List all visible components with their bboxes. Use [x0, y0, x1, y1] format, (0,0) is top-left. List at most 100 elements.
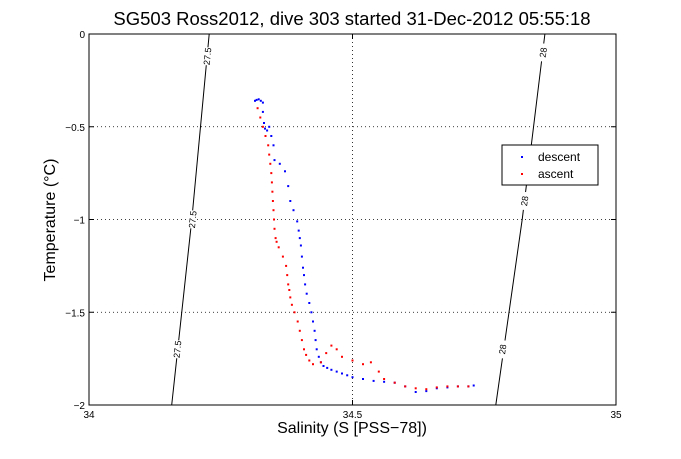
legend-marker-descent [521, 156, 523, 158]
data-point-descent [292, 209, 295, 212]
data-point-ascent [290, 303, 293, 306]
data-point-descent [304, 283, 307, 286]
isopycnal-label: 27.5 [187, 210, 199, 228]
data-point-ascent [319, 361, 322, 364]
data-point-descent [315, 348, 318, 351]
data-point-ascent [287, 283, 290, 286]
data-point-ascent [351, 359, 354, 362]
data-point-ascent [273, 218, 275, 221]
data-point-descent [308, 302, 311, 304]
data-point-descent [257, 98, 260, 101]
data-point-descent [330, 368, 333, 371]
data-point-descent [372, 379, 375, 382]
data-point-descent [278, 162, 281, 165]
data-point-descent [297, 229, 300, 232]
x-tick-label: 34 [83, 410, 95, 421]
y-axis-label: Temperature (°C) [42, 159, 59, 282]
data-point-descent [351, 376, 354, 379]
data-point-descent [261, 110, 264, 113]
data-point-ascent [308, 359, 311, 362]
data-point-descent [264, 127, 266, 130]
data-point-descent [322, 365, 325, 367]
data-point-ascent [271, 190, 274, 193]
data-point-ascent [272, 209, 275, 212]
data-point-descent [263, 122, 265, 124]
isopycnal-label: 27.5 [172, 340, 184, 358]
data-point-descent [268, 125, 271, 128]
data-point-descent [299, 244, 302, 247]
data-point-descent [261, 101, 264, 104]
data-point-descent [362, 378, 364, 380]
isopycnal-label-bg [172, 339, 183, 359]
data-point-descent [273, 159, 276, 162]
data-point-descent [266, 129, 269, 132]
data-point-ascent [293, 311, 296, 314]
data-point-descent [272, 144, 275, 147]
data-point-ascent [325, 352, 328, 355]
data-point-ascent [275, 240, 278, 243]
data-point-ascent [393, 381, 396, 384]
data-point-ascent [425, 388, 428, 391]
data-point-descent [346, 374, 349, 377]
data-point-ascent [456, 385, 459, 388]
data-point-descent [472, 384, 475, 387]
data-point-ascent [446, 385, 449, 388]
y-tick-label: −0.5 [65, 123, 85, 134]
data-point-ascent [296, 320, 299, 323]
data-point-ascent [261, 125, 264, 128]
isopycnal-label: 28 [519, 195, 530, 206]
data-point-descent [313, 329, 316, 332]
data-point-ascent [303, 348, 305, 351]
data-point-descent [314, 339, 317, 342]
isopycnal-label: 27.5 [202, 47, 214, 65]
data-point-descent [414, 391, 417, 393]
data-point-ascent [404, 385, 407, 388]
data-point-ascent [281, 255, 284, 258]
isopycnal-label-bg [202, 46, 213, 66]
legend-marker-ascent [521, 173, 523, 175]
data-point-ascent [268, 153, 271, 156]
data-point-ascent [369, 361, 372, 364]
y-tick-label: −2 [74, 401, 86, 412]
isopycnal-label-bg [187, 210, 198, 229]
data-point-descent [310, 311, 313, 314]
data-point-descent [298, 237, 301, 240]
data-point-ascent [259, 116, 262, 119]
data-point-ascent [271, 200, 274, 202]
data-point-descent [300, 255, 303, 258]
data-point-ascent [383, 378, 386, 380]
data-point-ascent [312, 363, 314, 366]
isopycnal-label: 28 [497, 344, 508, 355]
data-point-descent [335, 370, 338, 373]
data-point-descent [255, 98, 258, 101]
data-point-descent [284, 170, 286, 173]
data-point-ascent [377, 370, 380, 373]
data-point-ascent [288, 289, 291, 291]
chart-title: SG503 Ross2012, dive 303 started 31-Dec-… [113, 8, 590, 29]
data-point-ascent [435, 386, 438, 389]
data-point-descent [383, 380, 386, 383]
data-point-ascent [341, 355, 343, 358]
data-point-ascent [286, 274, 289, 277]
y-tick-label: 0 [79, 30, 85, 41]
data-point-descent [305, 292, 308, 295]
data-point-ascent [277, 246, 280, 249]
data-point-ascent [467, 385, 470, 388]
data-point-ascent [270, 172, 273, 175]
legend-label-ascent: ascent [538, 167, 574, 181]
data-point-descent [317, 355, 320, 358]
data-point-ascent [285, 264, 288, 267]
legend-label-descent: descent [538, 150, 581, 164]
legend-box [501, 144, 599, 186]
data-point-ascent [289, 296, 292, 299]
data-point-ascent [298, 329, 301, 332]
data-point-descent [287, 185, 290, 188]
data-point-ascent [256, 107, 259, 110]
data-point-descent [425, 390, 428, 393]
data-point-ascent [330, 344, 333, 347]
isopycnal-label-bg [538, 43, 549, 62]
data-point-descent [270, 135, 273, 137]
y-tick-label: −1 [74, 216, 86, 227]
